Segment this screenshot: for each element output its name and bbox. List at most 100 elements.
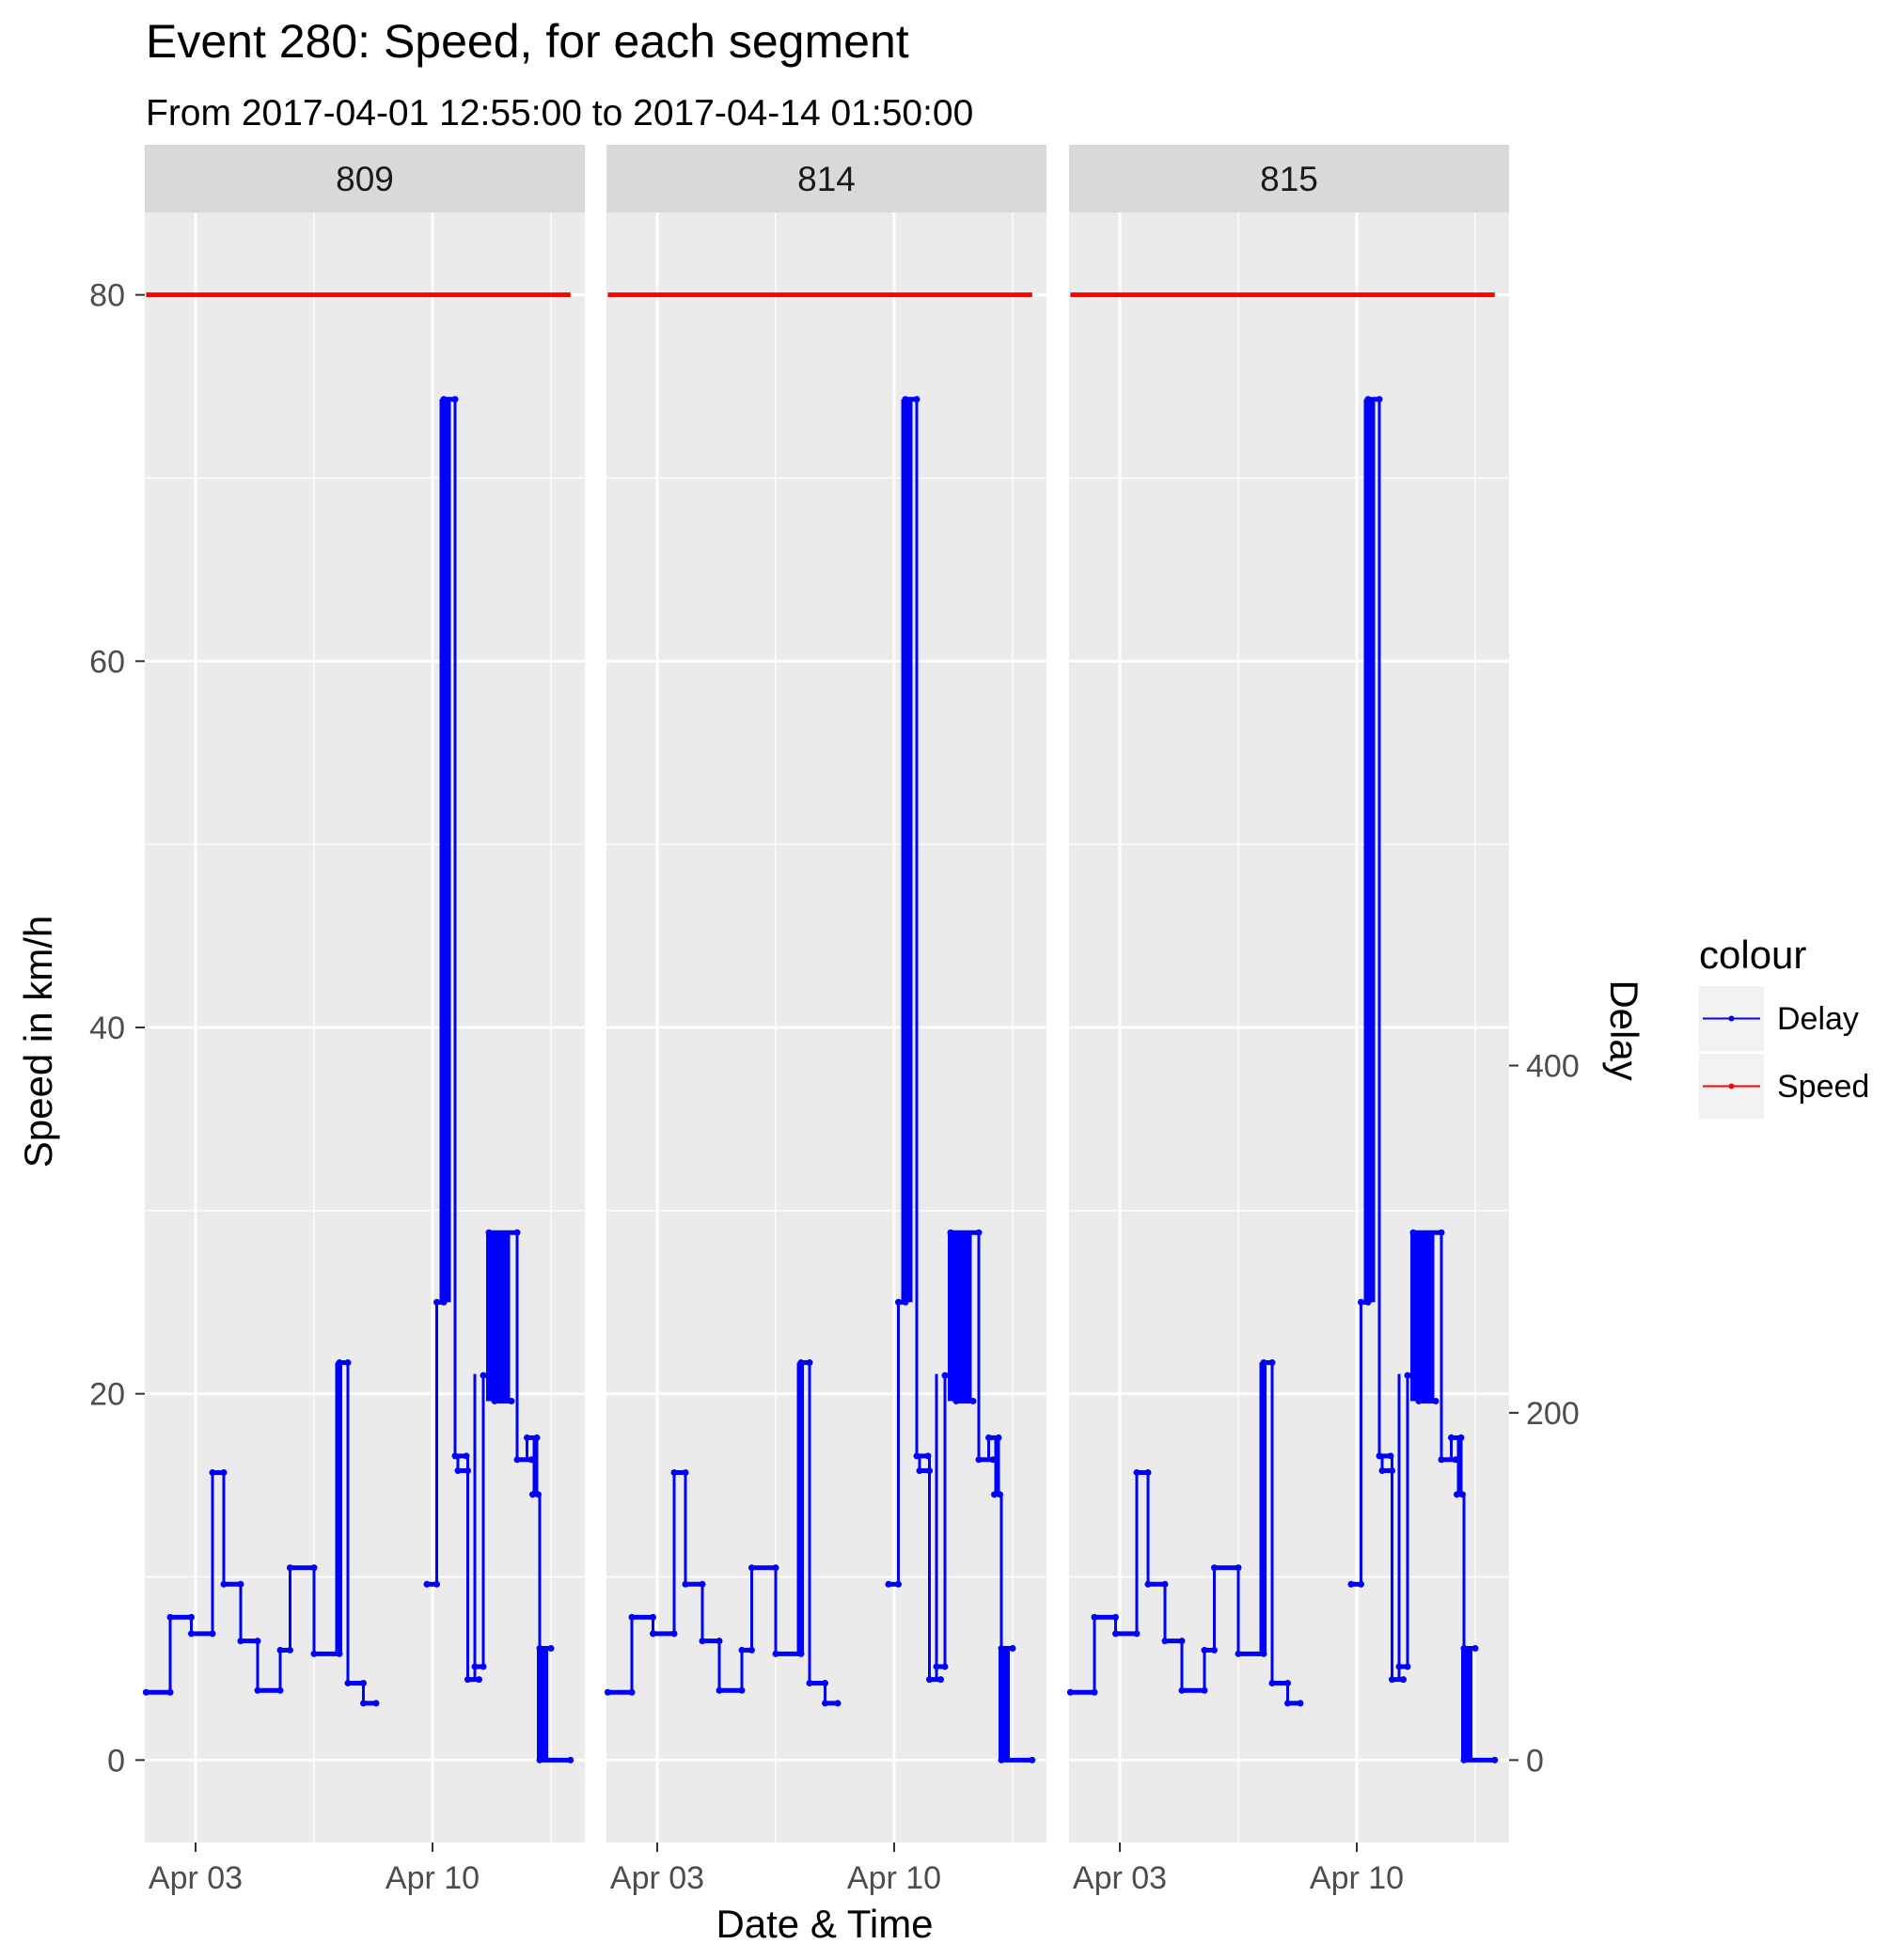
delay-point: [476, 1676, 482, 1684]
delay-point: [1091, 1613, 1098, 1621]
delay-point: [451, 396, 459, 403]
delay-point: [220, 1580, 228, 1588]
delay-point: [372, 1700, 380, 1707]
delay-point: [360, 1679, 367, 1686]
delay-point: [471, 1663, 479, 1670]
delay-point: [463, 1452, 470, 1460]
delay-point: [941, 1663, 949, 1670]
delay-point: [969, 1397, 977, 1404]
x-tick-label: Apr 03: [610, 1860, 704, 1896]
delay-point: [806, 1679, 813, 1686]
delay-point: [524, 1434, 530, 1441]
delay-point: [440, 396, 448, 403]
delay-point: [1471, 1644, 1479, 1652]
delay-point: [1364, 396, 1372, 403]
delay-point: [933, 1663, 940, 1670]
delay-point: [1389, 1676, 1395, 1684]
delay-point: [464, 1466, 471, 1474]
delay-point: [916, 1466, 923, 1474]
y-axis-title: Speed in km/h: [16, 916, 60, 1168]
x-axis-title: Date & Time: [716, 1902, 933, 1944]
delay-point: [738, 1646, 746, 1654]
delay-point: [822, 1679, 828, 1686]
facet-panels: 809 Apr 03 Apr 10 814 Apr 03 Apr 10 815 Apr 03 A…: [142, 145, 1509, 1896]
delay-point: [451, 1452, 459, 1460]
delay-point: [682, 1468, 689, 1476]
delay-point: [209, 1630, 216, 1638]
delay-point: [1454, 1491, 1460, 1498]
delay-point: [1211, 1564, 1218, 1572]
delay-point: [822, 1700, 828, 1707]
delay-band: [335, 1362, 342, 1654]
delay-point: [344, 1679, 352, 1686]
delay-point: [1144, 1468, 1152, 1476]
delay-point: [989, 1456, 997, 1464]
y-axis-right: 0 200 400: [1509, 1049, 1580, 1779]
delay-point: [995, 1434, 1002, 1441]
legend-label: Speed: [1777, 1069, 1869, 1105]
delay-point: [276, 1646, 284, 1654]
delay-point: [650, 1630, 656, 1638]
delay-series: [1066, 396, 1499, 1764]
delay-point: [454, 1466, 462, 1474]
delay-point: [1460, 1756, 1468, 1764]
x-tick-label: Apr 10: [1310, 1860, 1404, 1896]
delay-point: [670, 1468, 678, 1476]
delay-point: [738, 1686, 746, 1694]
delay-point: [1133, 1468, 1141, 1476]
delay-point: [1438, 1456, 1445, 1464]
delay-point: [535, 1491, 542, 1498]
delay-point: [1459, 1491, 1466, 1498]
delay-point: [310, 1564, 318, 1572]
delay-point: [1284, 1679, 1291, 1686]
delay-point: [1438, 1229, 1445, 1236]
delay-point: [336, 1650, 343, 1657]
delay-point: [1297, 1700, 1304, 1707]
delay-point: [941, 1372, 949, 1379]
y-tick-label: 40: [89, 1011, 125, 1046]
delay-point: [1395, 1663, 1403, 1670]
delay-series: [142, 396, 574, 1764]
delay-point: [1066, 1688, 1074, 1696]
delay-point: [806, 1359, 813, 1367]
delay-point: [480, 1372, 487, 1379]
delay-point: [1235, 1650, 1242, 1657]
delay-point: [628, 1613, 636, 1621]
delay-point: [748, 1646, 755, 1654]
y2-tick-label: 200: [1526, 1396, 1580, 1432]
legend-items: Delay Speed: [1699, 986, 1869, 1119]
delay-point: [926, 1676, 933, 1684]
delay-band: [630, 1617, 634, 1693]
delay-point: [997, 1491, 1003, 1498]
delay-band: [1093, 1617, 1096, 1693]
delay-point: [1404, 1372, 1411, 1379]
delay-point: [1376, 396, 1383, 403]
delay-point: [310, 1650, 318, 1657]
delay-point: [1260, 1650, 1267, 1657]
delay-point: [1260, 1359, 1267, 1367]
delay-point: [952, 1372, 960, 1379]
y-tick-label: 0: [107, 1743, 125, 1779]
delay-point: [536, 1756, 543, 1764]
legend-item-speed: Speed: [1699, 1054, 1869, 1119]
facet-panel-815: 815 Apr 03 Apr 10: [1066, 145, 1509, 1896]
delay-point: [1457, 1434, 1465, 1441]
delay-point: [188, 1630, 195, 1638]
y2-tick-label: 400: [1526, 1049, 1580, 1085]
delay-point: [1211, 1646, 1218, 1654]
delay-point: [975, 1229, 983, 1236]
delay-point: [142, 1688, 149, 1696]
y2-tick-label: 0: [1526, 1743, 1544, 1779]
delay-point: [1378, 1466, 1386, 1474]
delay-point: [491, 1372, 498, 1379]
delay-point: [1415, 1397, 1423, 1404]
legend-label: Delay: [1777, 1001, 1859, 1037]
legend-key-point: [1728, 1083, 1735, 1090]
delay-point: [1144, 1580, 1152, 1588]
y-tick-label: 60: [89, 644, 125, 680]
delay-point: [513, 1456, 521, 1464]
delay-point: [1178, 1686, 1186, 1694]
y-tick-label: 80: [89, 278, 125, 314]
delay-point: [926, 1466, 933, 1474]
